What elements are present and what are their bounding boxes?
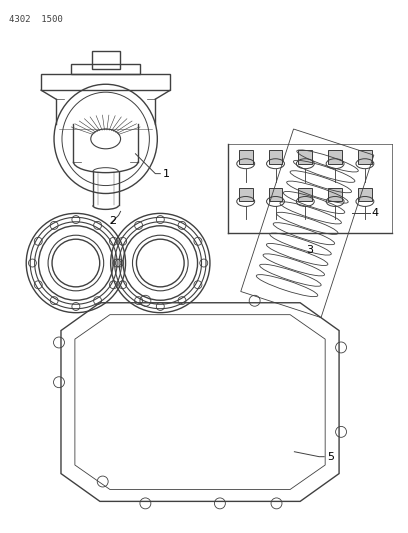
Bar: [268, 188, 282, 201]
Text: 1: 1: [163, 168, 170, 179]
Bar: [239, 150, 253, 164]
Bar: [298, 188, 312, 201]
Text: 3: 3: [306, 245, 313, 255]
Bar: [298, 150, 312, 164]
Text: 5: 5: [327, 451, 334, 462]
Bar: [358, 150, 372, 164]
Bar: [328, 150, 342, 164]
Bar: [268, 150, 282, 164]
Bar: [92, 52, 120, 69]
Bar: [358, 188, 372, 201]
Bar: [71, 64, 140, 74]
Bar: [41, 74, 170, 90]
Bar: [328, 188, 342, 201]
Bar: [239, 188, 253, 201]
Text: 2: 2: [109, 216, 116, 227]
Text: 4302  1500: 4302 1500: [9, 15, 63, 24]
Text: 4: 4: [372, 208, 379, 219]
